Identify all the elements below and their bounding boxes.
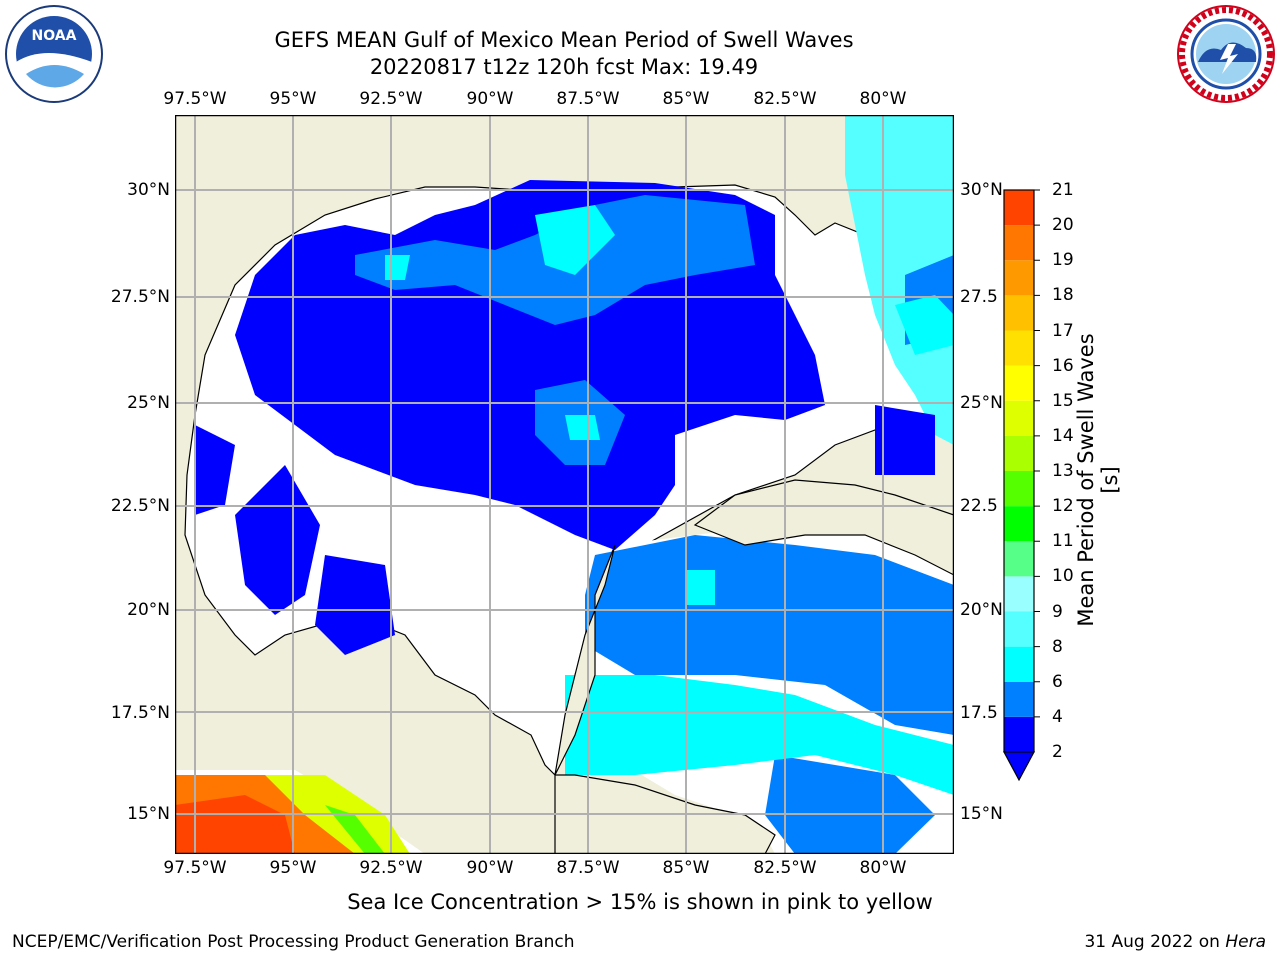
svg-text:NOAA: NOAA <box>32 28 77 44</box>
colorbar-tick-label: 20 <box>1052 215 1074 236</box>
colorbar-tick-label: 18 <box>1052 285 1074 306</box>
colorbar-segment <box>1004 365 1034 401</box>
colorbar-segment <box>1004 260 1034 296</box>
colorbar-segment <box>1004 681 1034 717</box>
lon-label-bottom: 95°W <box>269 858 317 878</box>
yucatan-peninsula <box>554 544 616 776</box>
national-weather-service-logo <box>1177 5 1275 103</box>
lat-label-right: 22.5 <box>960 496 998 516</box>
lat-label-left: 22.5°N <box>110 496 170 516</box>
colorbar-tick-label: 19 <box>1052 250 1074 271</box>
swell-band-6to8 <box>895 295 954 355</box>
colorbar-segment <box>1004 541 1034 577</box>
lon-label-bottom: 82.5°W <box>753 858 817 878</box>
map-frame <box>175 115 954 854</box>
lat-label-right: 27.5 <box>960 287 998 307</box>
colorbar-title: Mean Period of Swell Waves [s] <box>1074 333 1122 627</box>
lon-label-bottom: 92.5°W <box>359 858 423 878</box>
swell-band-2to4 <box>235 465 320 615</box>
footer-branch: NCEP/EMC/Verification Post Processing Pr… <box>12 932 575 952</box>
lon-label-bottom: 87.5°W <box>556 858 620 878</box>
lon-label-bottom: 85°W <box>662 858 710 878</box>
sea-ice-note: Sea Ice Concentration > 15% is shown in … <box>347 890 933 914</box>
lat-label-left: 30°N <box>127 180 170 200</box>
swell-band-2to4 <box>195 425 235 515</box>
footer-date-text: 31 Aug 2022 on <box>1084 932 1226 952</box>
colorbar-tick-label: 10 <box>1052 566 1074 587</box>
swell-period-map <box>175 115 954 854</box>
lat-label-right: 20°N <box>960 600 1003 620</box>
lat-label-right: 30°N <box>960 180 1003 200</box>
colorbar-segment <box>1004 190 1034 226</box>
footer-host: Hera <box>1225 932 1266 952</box>
colorbar-segment <box>1004 330 1034 366</box>
swell-band-6to8 <box>535 205 615 275</box>
lat-label-left: 27.5°N <box>110 287 170 307</box>
swell-band-2to4 <box>315 555 395 655</box>
colorbar-extend-arrow <box>1002 751 1036 782</box>
colorbar-tick-label: 9 <box>1052 601 1063 622</box>
swell-band-2to4 <box>875 405 935 475</box>
lat-label-left: 20°N <box>127 600 170 620</box>
lon-label-top: 87.5°W <box>556 89 620 109</box>
swell-band-6to8 <box>565 415 600 440</box>
colorbar-tick-label: 6 <box>1052 671 1063 692</box>
colorbar-segment <box>1004 295 1034 331</box>
colorbar-segment <box>1004 471 1034 507</box>
lat-label-left: 15°N <box>127 804 170 824</box>
footer-date: 31 Aug 2022 on Hera <box>1084 932 1266 952</box>
colorbar-segment <box>1004 611 1034 647</box>
sea-ice-field-inner <box>175 795 295 854</box>
graticule <box>175 115 954 854</box>
lon-label-bottom: 90°W <box>466 858 514 878</box>
lon-label-top: 92.5°W <box>359 89 423 109</box>
swell-band-6to8 <box>685 570 715 605</box>
colorbar-segment <box>1004 576 1034 612</box>
colorbar-tick-label: 12 <box>1052 496 1074 517</box>
colorbar-tick-label: 15 <box>1052 390 1074 411</box>
colorbar-tick-label: 4 <box>1052 706 1063 727</box>
colorbar-title-wrap: Mean Period of Swell Waves [s] <box>948 333 1248 626</box>
atlantic-water <box>845 115 954 445</box>
colorbar-segment <box>1004 646 1034 682</box>
lon-label-top: 95°W <box>269 89 317 109</box>
colorbar-tick-label: 8 <box>1052 636 1063 657</box>
colorbar-segment <box>1004 506 1034 542</box>
lat-label-right: 15°N <box>960 804 1003 824</box>
sea-ice-field-edge <box>325 805 385 854</box>
lat-label-right: 17.5 <box>960 703 998 723</box>
colorbar-segment <box>1004 435 1034 471</box>
colorbar-tick-label: 11 <box>1052 531 1074 552</box>
colorbar-segment <box>1004 225 1034 261</box>
map-title: GEFS MEAN Gulf of Mexico Mean Period of … <box>274 28 854 52</box>
colorbar-tick-label: 2 <box>1052 742 1063 762</box>
lon-label-bottom: 97.5°W <box>163 858 227 878</box>
colorbar-tick-label: 17 <box>1052 320 1074 341</box>
colorbar-segment <box>1004 400 1034 436</box>
lon-label-top: 85°W <box>662 89 710 109</box>
colorbar-tick-label: 16 <box>1052 355 1074 376</box>
colorbar-tick-label: 14 <box>1052 425 1074 446</box>
map-subtitle: 20220817 t12z 120h fcst Max: 19.49 <box>369 55 759 79</box>
lon-label-top: 97.5°W <box>163 89 227 109</box>
swell-band-4to6 <box>765 755 935 854</box>
lat-label-left: 17.5°N <box>110 703 170 723</box>
colorbar-tick-label: 13 <box>1052 461 1074 481</box>
colorbar-tick-label: 21 <box>1052 180 1074 200</box>
swell-band-6to8 <box>565 675 954 795</box>
colorbar <box>1002 189 1040 782</box>
lon-label-bottom: 80°W <box>859 858 907 878</box>
colorbar-segment <box>1004 716 1034 752</box>
noaa-logo: NOAA <box>5 5 103 103</box>
swell-band-4to6 <box>585 535 954 735</box>
lat-label-left: 25°N <box>127 393 170 413</box>
lon-label-top: 90°W <box>466 89 514 109</box>
lon-label-top: 82.5°W <box>753 89 817 109</box>
lon-label-top: 80°W <box>859 89 907 109</box>
lat-label-right: 25°N <box>960 393 1003 413</box>
